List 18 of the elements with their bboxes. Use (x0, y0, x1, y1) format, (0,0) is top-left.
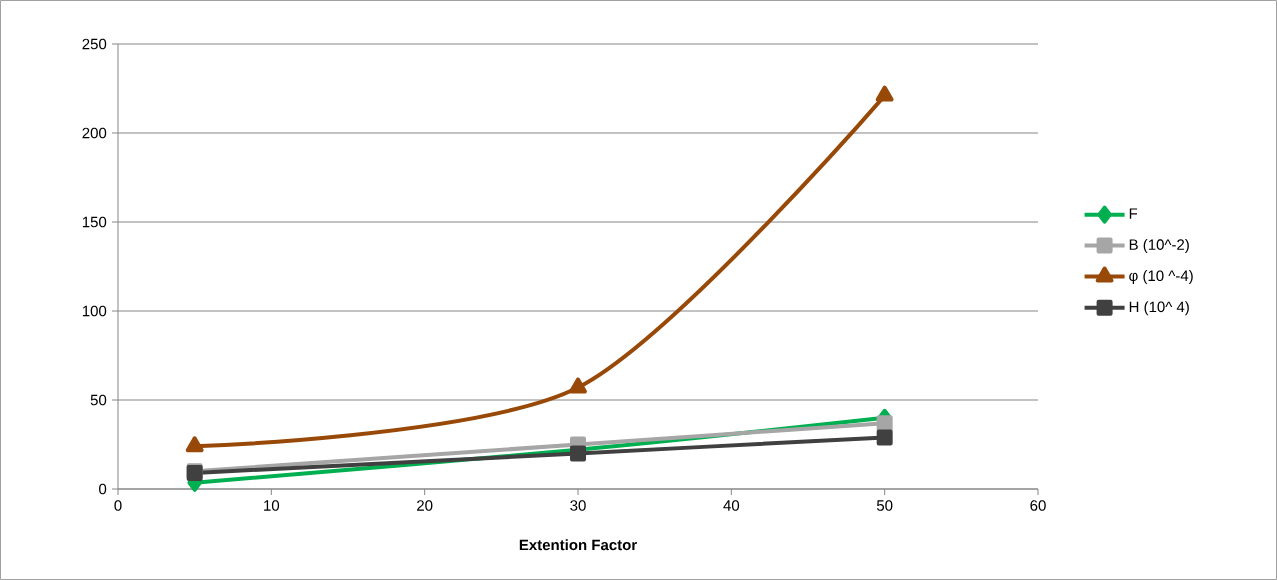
y-tick-label: 250 (82, 38, 107, 50)
y-tick-label: 0 (99, 483, 107, 495)
x-tick-label: 40 (723, 500, 740, 511)
legend-label: B (10^-2) (1129, 238, 1189, 253)
y-tick-label: 200 (82, 127, 107, 139)
x-tick-label: 10 (264, 500, 280, 511)
y-tick-label: 50 (90, 394, 107, 406)
x-tick-label: 20 (417, 500, 433, 511)
x-axis-title: Extention Factor (519, 539, 637, 551)
y-tick-label: 100 (82, 305, 107, 317)
legend-label: H (10^ 4) (1129, 301, 1189, 316)
x-tick-label: 50 (876, 500, 893, 511)
legend-label: F (1129, 208, 1138, 219)
x-tick-label: 60 (1030, 500, 1046, 511)
x-tick-label: 0 (114, 500, 122, 511)
x-tick-label: 30 (570, 500, 586, 511)
legend-label: φ (10 ^-4) (1129, 270, 1193, 285)
y-tick-label: 150 (82, 216, 107, 228)
